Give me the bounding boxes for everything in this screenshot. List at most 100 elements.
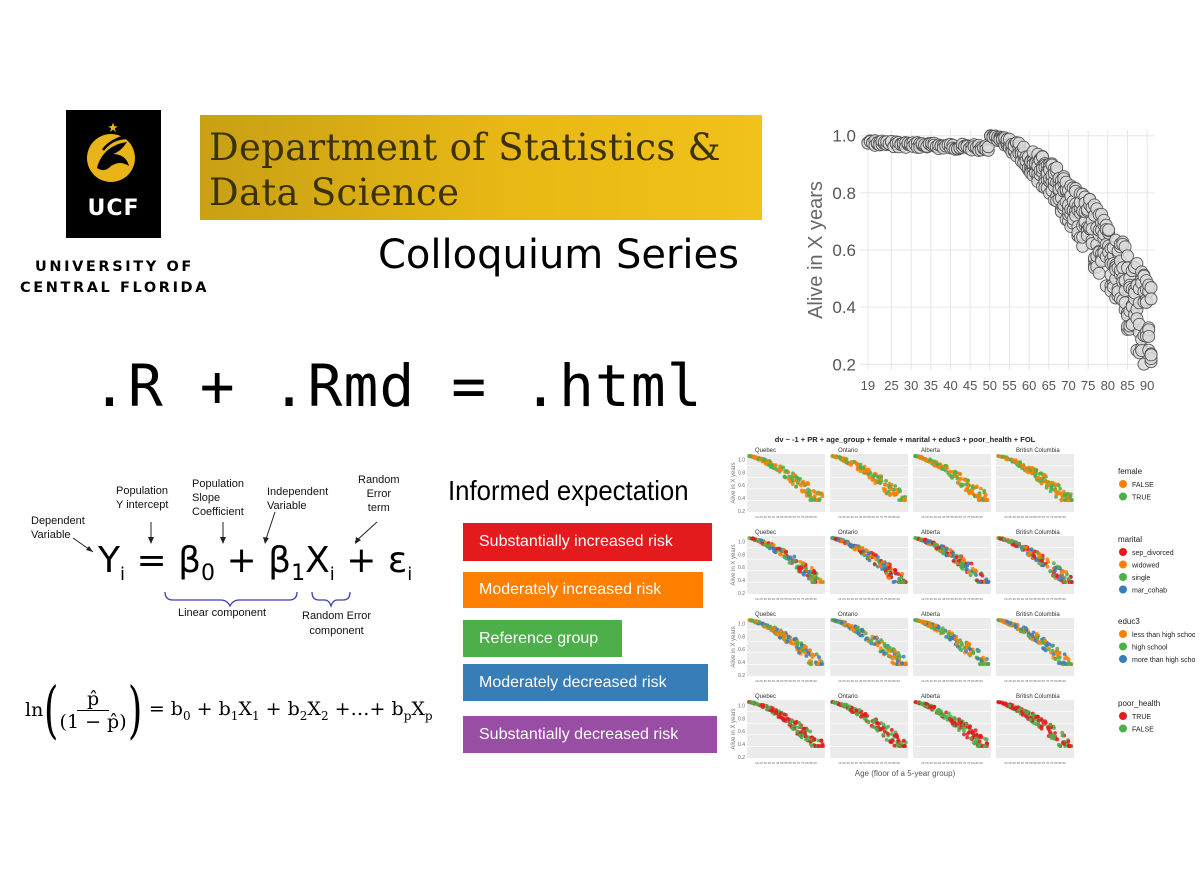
data-point <box>959 720 964 725</box>
label-line: Y intercept <box>116 499 169 511</box>
data-point <box>899 580 904 584</box>
data-point <box>885 562 890 567</box>
data-point <box>776 715 781 719</box>
data-point <box>956 558 961 563</box>
data-point <box>814 575 819 580</box>
data-point <box>1063 492 1067 497</box>
survival-scatter-chart: 0.2 0.4 0.6 0.8 1.0 19 25 30 35 40 45 50 55 60 65 70 75 8… <box>805 127 1158 393</box>
y-tick-label: 1.0 <box>738 703 745 709</box>
data-point <box>1010 542 1015 547</box>
data-point <box>926 539 931 544</box>
data-point <box>878 564 883 569</box>
y-axis-label: Alive in X years <box>731 544 737 585</box>
data-point <box>1056 483 1061 488</box>
data-point <box>774 708 778 712</box>
data-point <box>964 649 969 653</box>
data-point <box>928 704 933 709</box>
data-point <box>1058 486 1062 491</box>
department-name: Department of Statistics & Data Science <box>209 125 721 215</box>
data-point <box>812 497 817 502</box>
data-point <box>899 575 904 580</box>
data-point <box>953 636 958 641</box>
data-point <box>1034 468 1038 473</box>
x-tick-labels: 19 25 30 35 40 45 50 55 60 65 70 75 80 8… <box>1004 597 1066 601</box>
data-point <box>799 730 803 735</box>
data-point <box>956 725 961 729</box>
y-axis-label: Alive in X years <box>731 626 737 667</box>
data-point <box>978 486 983 491</box>
department-line-1: Department of Statistics & <box>209 126 721 169</box>
data-point <box>819 580 823 584</box>
facet-strip-label: Ontario <box>838 694 858 700</box>
slope-label: Population Slope Coefficient <box>192 477 244 519</box>
data-point <box>976 649 980 654</box>
data-point <box>898 741 903 745</box>
data-point <box>809 575 814 580</box>
data-point <box>849 707 853 712</box>
data-point <box>836 620 841 624</box>
data-point <box>843 622 848 626</box>
y-tick-label: 0.4 <box>738 496 745 502</box>
data-point <box>919 701 923 706</box>
data-point <box>1054 649 1058 654</box>
data-point <box>807 659 812 663</box>
data-point <box>1049 733 1053 738</box>
data-point <box>794 484 799 489</box>
data-point <box>981 662 986 666</box>
data-point <box>892 493 897 497</box>
legend-swatch <box>1119 480 1127 488</box>
data-point <box>806 493 811 497</box>
data-point <box>965 485 970 490</box>
data-point <box>887 484 892 488</box>
data-point <box>1053 565 1058 570</box>
data-point <box>1016 709 1021 713</box>
data-point <box>1008 457 1013 462</box>
y-tick-label: 0.6 <box>832 241 856 260</box>
data-point <box>882 651 887 656</box>
legend-swatch <box>1119 630 1127 638</box>
data-point <box>889 732 894 736</box>
data-point <box>972 494 977 499</box>
x-tick-labels: 19 25 30 35 40 45 50 55 60 65 70 75 80 8… <box>921 761 983 765</box>
data-point <box>816 491 821 496</box>
facet-panel <box>996 454 1074 512</box>
data-point <box>761 624 766 629</box>
data-point <box>1033 473 1037 477</box>
data-point <box>950 476 955 480</box>
university-line-2: CENTRAL FLORIDA <box>20 280 210 296</box>
data-point <box>803 650 808 655</box>
label-line: Population <box>192 478 244 490</box>
data-point <box>977 580 982 584</box>
data-point <box>939 544 944 548</box>
data-point <box>751 455 756 460</box>
data-point <box>932 459 937 464</box>
data-point <box>1070 580 1074 584</box>
y-tick-label: 0.8 <box>738 470 745 476</box>
data-point <box>1060 576 1065 581</box>
data-point <box>935 462 940 466</box>
data-point <box>1017 464 1022 469</box>
x-tick-label: 75 <box>1081 378 1095 393</box>
facet-panel <box>913 700 991 758</box>
data-point <box>1048 569 1053 573</box>
data-point <box>1060 733 1065 738</box>
data-point <box>858 469 863 474</box>
facet-panel <box>830 536 908 594</box>
data-point <box>998 536 1003 541</box>
data-point <box>891 580 896 584</box>
data-point <box>967 725 972 730</box>
data-point <box>964 567 969 572</box>
x-tick-label: 30 <box>904 378 918 393</box>
data-point <box>790 476 794 481</box>
data-point <box>820 662 825 666</box>
data-point <box>1037 555 1042 560</box>
y-tick-label: 0.2 <box>738 591 745 597</box>
facet-strip-label: Alberta <box>921 612 941 618</box>
data-point <box>896 738 901 742</box>
data-point <box>798 569 803 574</box>
data-point <box>1030 637 1035 642</box>
legend-label: more than high school <box>1132 657 1195 664</box>
data-point <box>858 550 863 555</box>
data-point <box>1047 729 1052 734</box>
data-point <box>759 538 764 543</box>
